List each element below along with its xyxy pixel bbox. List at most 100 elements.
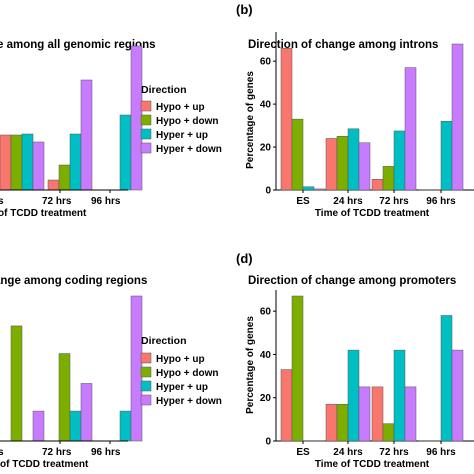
bar-hyper-down-ES — [313, 188, 326, 191]
x-tick-label: 24 hrs — [333, 447, 363, 458]
x-tick-label: 24 hrs — [333, 196, 363, 207]
bar-hyper-down-96-hrs — [130, 295, 143, 442]
panel-b-title: Direction of change among introns — [248, 39, 438, 51]
legend-top: Direction Hypo + up Hypo + down Hyper + … — [140, 84, 222, 155]
panel-d-x-ticks: ES 24 hrs 72 hrs 96 hrs — [296, 441, 456, 458]
bar-hypo-up-72-hrs — [371, 179, 384, 191]
panel-b: (b) Direction of change among introns Pe… — [236, 2, 474, 219]
panel-b-label: (b) — [236, 2, 253, 17]
panel-c-x-axis-label: of TCDD treatment — [0, 459, 89, 470]
panel-b-x-ticks: ES 24 hrs 72 hrs 96 hrs — [296, 190, 456, 207]
bar-hypo-up-ES — [280, 369, 293, 442]
legend-swatch-hyper-down — [140, 142, 152, 154]
legend-bottom: Direction Hypo + up Hypo + down Hyper + … — [140, 335, 222, 407]
legend-swatch-hypo-up — [140, 100, 152, 112]
bar-hypo-up-24-hrs — [325, 138, 338, 191]
panel-a-title: ge among all genomic regions — [0, 39, 156, 51]
bar-hypo-down-ES — [291, 118, 304, 191]
panel-d-x-axis-label: Time of TCDD treatment — [315, 459, 430, 470]
bar-hypo-down-72-hrs — [58, 164, 71, 191]
legend-title: Direction — [141, 84, 187, 96]
bar-hypo-down-72-hrs — [382, 423, 395, 442]
bar-hyper-down-72-hrs — [404, 67, 417, 191]
legend-label-hypo-up: Hypo + up — [156, 102, 205, 113]
panel-c-x-tick-label: 72 hrs — [42, 447, 72, 458]
panel-a-x-tick-label: s — [0, 196, 4, 207]
y-tick-label: 60 — [260, 307, 272, 318]
panel-a: ge among all genomic regions s 72 hrs 96… — [0, 39, 222, 219]
legend-swatch-hypo-down — [140, 366, 152, 378]
panel-c-title: ange among coding regions — [0, 275, 147, 287]
bar-hyper-down-96-hrs — [451, 43, 464, 191]
panel-b-y-ticks: 0 20 40 60 — [260, 57, 276, 197]
bar-hypo-up-72-hrs — [47, 179, 60, 191]
legend-label-hypo-down: Hypo + down — [156, 368, 219, 379]
bar-hypo-down-ES — [291, 295, 304, 442]
bar-hypo-down-72-hrs — [58, 353, 71, 442]
bar-hyper-up-96-hrs — [119, 410, 132, 442]
panel-c-x-tick-label: s — [0, 447, 4, 458]
x-tick-label: 96 hrs — [426, 196, 456, 207]
panel-d: (d) Direction of change among promoters … — [236, 251, 474, 470]
bar-hyper-up-96-hrs — [440, 121, 453, 191]
y-tick-label: 0 — [265, 437, 271, 448]
bar-hyper-down-group — [32, 141, 45, 191]
panel-c-x-tick-label: 96 hrs — [91, 447, 121, 458]
legend-swatch-hyper-up — [140, 380, 152, 392]
bar-hyper-down-96-hrs — [130, 45, 143, 191]
legend-swatch-hyper-down — [140, 394, 152, 406]
panel-c-bars — [0, 295, 143, 442]
legend-title: Direction — [141, 335, 187, 347]
panel-b-bars — [280, 43, 464, 191]
panel-a-x-axis-label: of TCDD treatment — [0, 208, 87, 219]
legend-label-hyper-up: Hyper + up — [156, 382, 208, 393]
bar-hyper-up-96-hrs — [440, 315, 453, 442]
bar-hyper-up-ES — [302, 186, 315, 191]
bar-hyper-up-group — [21, 133, 34, 191]
bar-hyper-down-72-hrs — [80, 383, 93, 442]
bar-hyper-down-group — [32, 410, 45, 442]
bar-hyper-down-96-hrs — [451, 349, 464, 442]
bar-hypo-up-ES — [280, 48, 293, 191]
y-tick-label: 20 — [260, 393, 272, 404]
legend-swatch-hypo-down — [140, 114, 152, 126]
panel-d-bars — [280, 295, 464, 442]
bar-hyper-down-24-hrs — [358, 386, 371, 442]
bar-hypo-up-group — [0, 134, 12, 191]
bar-hyper-up-72-hrs — [393, 349, 406, 442]
legend-label-hypo-up: Hypo + up — [156, 354, 205, 365]
x-tick-label: ES — [296, 447, 310, 458]
y-tick-label: 40 — [260, 100, 272, 111]
y-tick-label: 60 — [260, 57, 272, 68]
bar-hypo-down-group — [10, 134, 23, 191]
bar-hyper-up-72-hrs — [69, 133, 82, 191]
legend-swatch-hyper-up — [140, 128, 152, 140]
panel-c: ange among coding regions s 72 hrs 96 hr… — [0, 275, 222, 470]
bar-hypo-up-72-hrs — [371, 386, 384, 442]
bar-hypo-down-24-hrs — [336, 403, 349, 442]
y-tick-label: 20 — [260, 143, 272, 154]
y-tick-label: 0 — [265, 186, 271, 197]
y-tick-label: 40 — [260, 350, 272, 361]
panel-b-y-axis-label: Percentage of genes — [245, 71, 256, 169]
bar-hyper-down-72-hrs — [404, 386, 417, 442]
legend-label-hyper-up: Hyper + up — [156, 130, 208, 141]
bar-hypo-down-group — [10, 325, 23, 442]
legend-label-hyper-down: Hyper + down — [156, 144, 222, 155]
bar-hyper-up-96-hrs — [119, 114, 132, 191]
panel-d-y-ticks: 0 20 40 60 — [260, 307, 276, 448]
panel-a-x-tick-label: 72 hrs — [42, 196, 72, 207]
bar-hyper-up-72-hrs — [393, 130, 406, 191]
panel-b-x-axis-label: Time of TCDD treatment — [315, 208, 430, 219]
bar-hyper-up-24-hrs — [347, 349, 360, 442]
panel-d-title: Direction of change among promoters — [248, 275, 456, 287]
x-tick-label: 96 hrs — [426, 447, 456, 458]
bar-hyper-down-72-hrs — [80, 79, 93, 191]
legend-label-hyper-down: Hyper + down — [156, 396, 222, 407]
panel-d-y-axis-label: Percentage of genes — [245, 316, 256, 414]
legend-swatch-hypo-up — [140, 352, 152, 364]
bar-hypo-up-24-hrs — [325, 403, 338, 442]
x-tick-label: ES — [296, 196, 310, 207]
bar-hypo-down-72-hrs — [382, 166, 395, 191]
